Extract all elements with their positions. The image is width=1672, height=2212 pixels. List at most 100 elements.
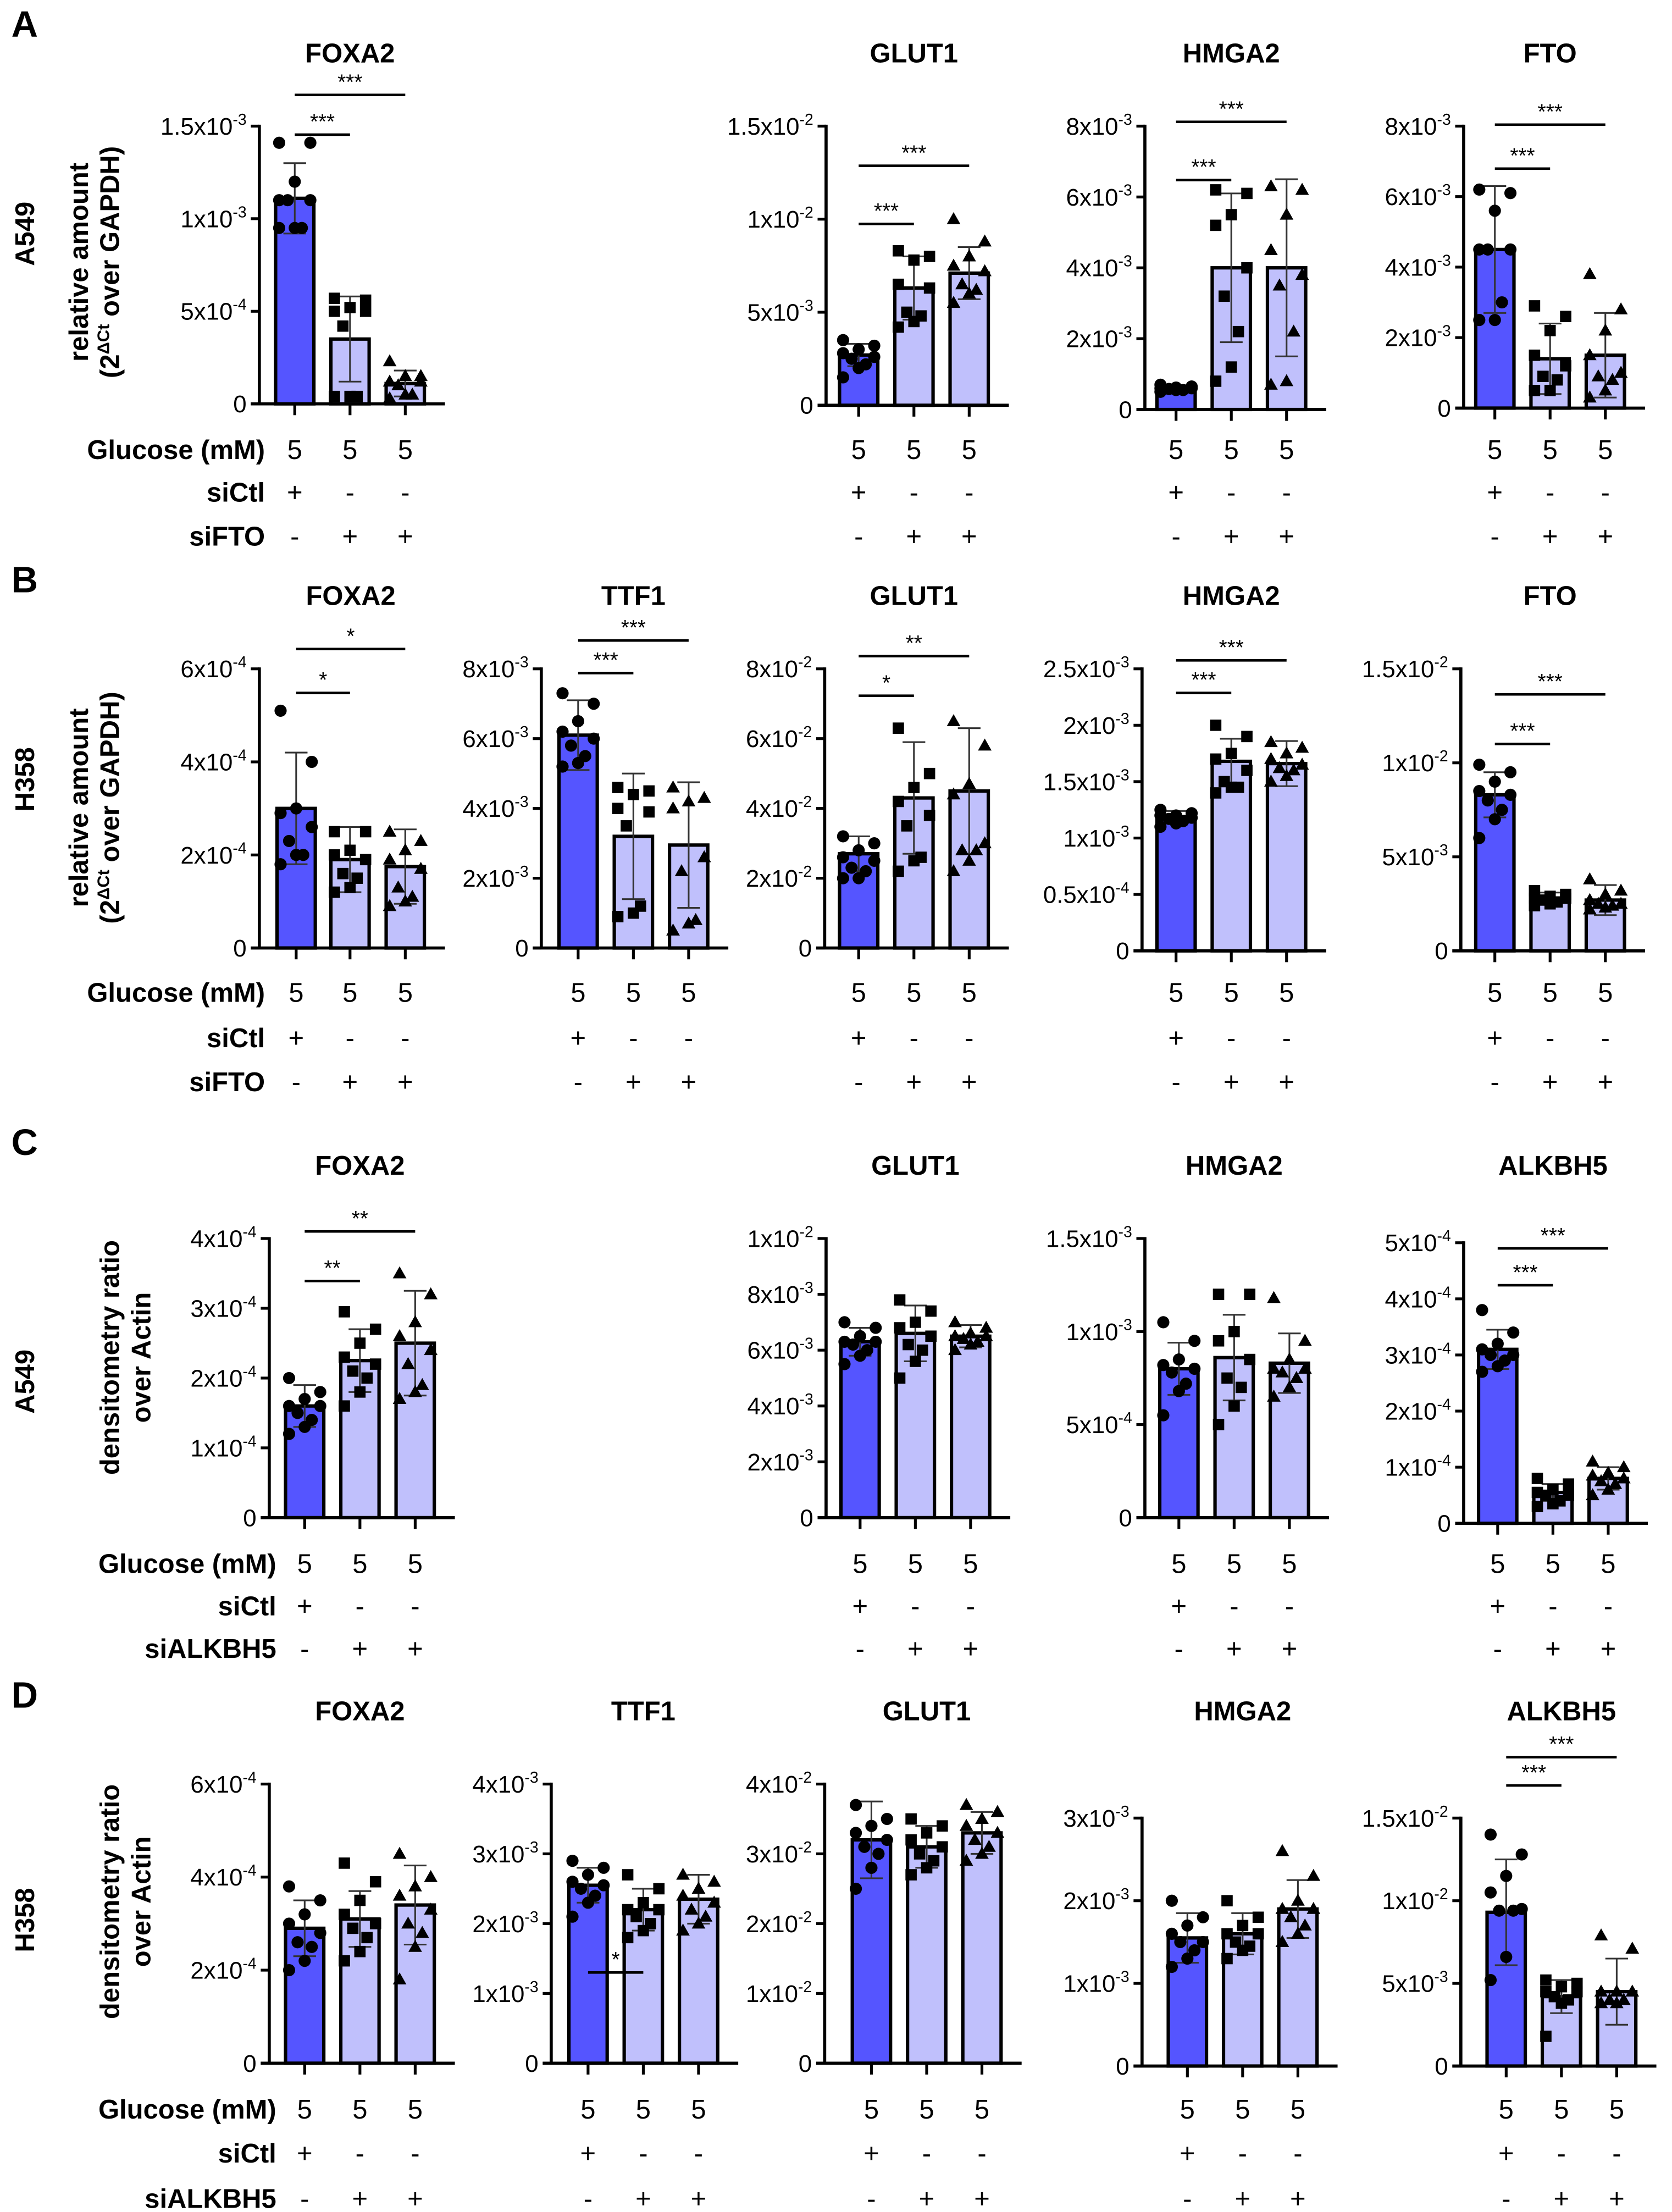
data-point-square — [643, 806, 655, 818]
condition-value: + — [625, 1068, 641, 1097]
y-tick-mantissa: 2x10 — [1385, 325, 1437, 352]
y-tick-label: 6x10-3 — [748, 1335, 813, 1364]
data-point-circle — [566, 1855, 579, 1867]
data-point-square — [908, 855, 920, 867]
y-tick-exponent: -2 — [800, 1223, 813, 1241]
data-point-square — [643, 785, 655, 797]
data-point-triangle — [1280, 768, 1294, 781]
y-tick-mantissa: 4x10 — [1066, 255, 1119, 282]
data-point-triangle — [1586, 1488, 1599, 1501]
y-axis-label-units: (2ΔCt over GAPDH) — [94, 146, 125, 378]
panel-glut1: GLUT105x10-31x10-21.5x10-25+-5-+5-+*****… — [727, 38, 1009, 551]
data-point-circle — [838, 1358, 851, 1370]
data-point-triangle — [1614, 302, 1628, 314]
panel-title: GLUT1 — [870, 38, 959, 68]
data-point-triangle — [408, 1385, 422, 1397]
data-point-square — [1221, 1372, 1233, 1384]
condition-value: 5 — [352, 1549, 367, 1579]
significance-label: *** — [1510, 720, 1535, 743]
condition-value: - — [966, 1592, 975, 1622]
y-tick-mantissa: 0 — [1116, 2053, 1129, 2080]
data-point-circle — [1170, 817, 1182, 830]
y-tick-exponent: -3 — [1434, 1968, 1448, 1986]
data-point-circle — [281, 194, 294, 207]
condition-value: - — [1548, 1592, 1557, 1622]
cell-line-label: H358 — [10, 747, 40, 811]
y-tick-exponent: -4 — [242, 1293, 256, 1310]
y-tick-label: 3x10-2 — [746, 1839, 812, 1868]
condition-value: - — [1557, 2139, 1566, 2169]
data-point-triangle — [398, 843, 412, 855]
y-tick-label: 1x10-2 — [1382, 748, 1448, 777]
data-point-square — [893, 245, 904, 257]
condition-value: + — [397, 1068, 413, 1097]
condition-value: - — [867, 2184, 876, 2212]
data-point-square — [1529, 349, 1541, 361]
data-point-square — [1529, 300, 1541, 312]
y-tick-label: 2x10-3 — [1066, 324, 1132, 353]
condition-value: 5 — [1227, 1549, 1242, 1579]
y-tick-label: 0.5x10-4 — [1043, 880, 1130, 909]
y-tick-mantissa: 2x10 — [180, 842, 232, 869]
data-point-circle — [1165, 1927, 1178, 1940]
data-point-triangle — [1291, 1893, 1305, 1906]
y-tick-label: 4x10-2 — [746, 1769, 812, 1798]
y-tick-exponent: -3 — [1115, 823, 1129, 840]
data-point-circle — [1500, 1870, 1513, 1882]
data-point-square — [347, 1365, 359, 1377]
data-point-circle — [566, 1876, 579, 1888]
bar-2 — [1265, 762, 1308, 953]
condition-value: - — [910, 478, 918, 508]
y-tick-exponent: -3 — [1119, 111, 1132, 129]
condition-label: siALKBH5 — [145, 1634, 276, 1664]
data-point-circle — [283, 1964, 296, 1977]
data-point-square — [1210, 720, 1222, 731]
y-tick-exponent: -2 — [798, 1978, 812, 1996]
y-tick-exponent: -3 — [1119, 1223, 1132, 1241]
condition-value: 5 — [691, 2095, 706, 2125]
condition-value: 5 — [1224, 978, 1239, 1008]
data-point-triangle — [1594, 1474, 1608, 1486]
y-tick-label: 0 — [800, 1505, 813, 1531]
data-point-square — [1228, 1400, 1240, 1412]
y-tick-mantissa: 0 — [233, 391, 246, 418]
condition-value: 5 — [297, 1549, 312, 1579]
condition-value: 5 — [408, 1549, 423, 1579]
y-tick-label: 0 — [233, 935, 246, 962]
data-point-triangle — [408, 1879, 422, 1892]
y-tick-exponent: -4 — [1437, 1227, 1451, 1245]
condition-value: 5 — [1490, 1549, 1505, 1579]
data-point-triangle — [1583, 902, 1597, 915]
data-point-circle — [298, 1908, 311, 1921]
significance-label: *** — [337, 70, 362, 94]
condition-value: 5 — [962, 978, 977, 1008]
y-tick-mantissa: 3x10 — [746, 1841, 798, 1868]
y-tick-exponent: -4 — [1437, 1396, 1451, 1413]
data-point-circle — [274, 704, 287, 717]
condition-value: - — [911, 1592, 920, 1622]
condition-value: - — [1546, 478, 1554, 508]
significance-label: *** — [1219, 636, 1244, 660]
data-point-circle — [1181, 1952, 1194, 1965]
data-point-circle — [1181, 1919, 1194, 1932]
condition-value: 5 — [1609, 2095, 1624, 2125]
data-point-circle — [1507, 1326, 1520, 1339]
data-point-circle — [274, 807, 287, 820]
data-point-square — [612, 782, 624, 793]
y-tick-label: 2x10-3 — [462, 863, 528, 892]
data-point-square — [1531, 1473, 1543, 1484]
data-point-square — [359, 294, 372, 306]
y-tick-mantissa: 4x10 — [746, 795, 798, 822]
y-tick-mantissa: 0 — [243, 2050, 256, 2077]
y-tick-mantissa: 2x10 — [472, 1911, 524, 1938]
y-tick-exponent: -3 — [1115, 654, 1129, 671]
condition-value: 5 — [1279, 978, 1294, 1008]
data-point-triangle — [383, 391, 397, 403]
data-point-square — [937, 1841, 948, 1853]
y-tick-exponent: -3 — [1437, 252, 1451, 269]
significance-label: *** — [1513, 1261, 1538, 1285]
y-tick-exponent: -3 — [1119, 182, 1132, 200]
data-point-circle — [304, 194, 317, 207]
data-point-square — [1210, 219, 1222, 231]
